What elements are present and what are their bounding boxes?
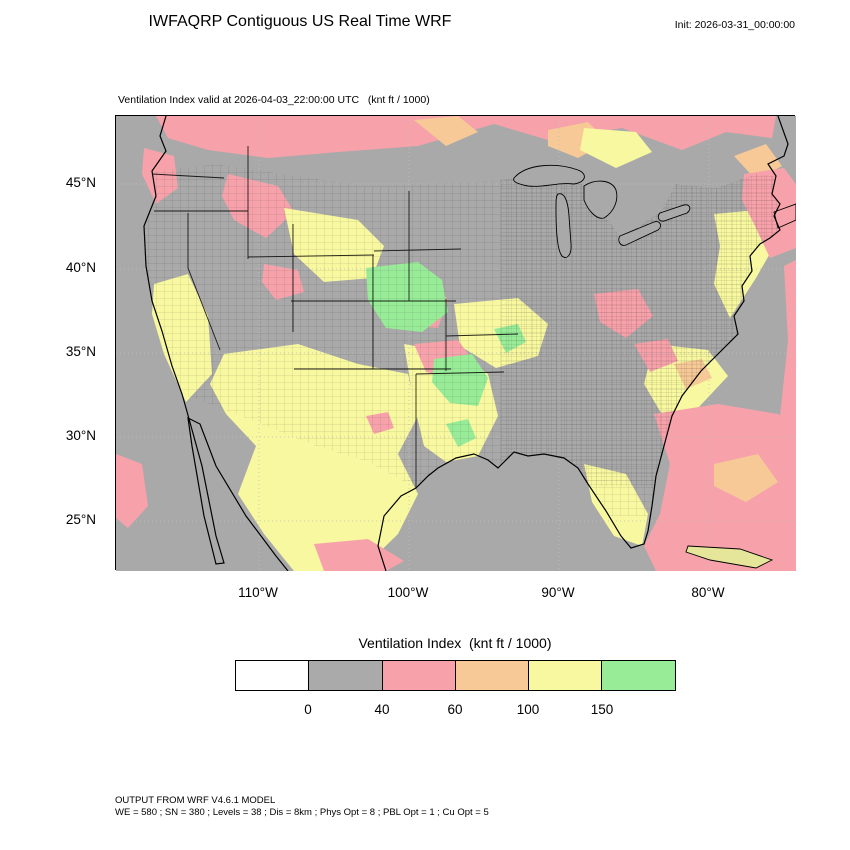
y-tick-label: 25°N: [65, 512, 96, 527]
colorbar-segment: [601, 660, 676, 691]
colorbar-segment: [528, 660, 603, 691]
x-tick-label: 110°W: [238, 585, 278, 600]
page-title: IWFAQRP Contiguous US Real Time WRF: [148, 13, 452, 30]
map-figure: [115, 115, 796, 571]
colorbar-tick-label: 150: [590, 702, 614, 717]
init-timestamp: Init: 2026-03-31_00:00:00: [674, 19, 795, 31]
colorbar-tick-label: 40: [374, 702, 390, 717]
footer-model-line: OUTPUT FROM WRF V4.6.1 MODEL: [115, 795, 276, 806]
coastline: [143, 116, 789, 571]
colorbar-tick-label: 0: [304, 702, 312, 717]
map-subtitle: Ventilation Index valid at 2026-04-03_22…: [118, 94, 430, 106]
cuba: [685, 545, 774, 569]
great-lakes: [513, 164, 691, 258]
us-ventilation-map: [116, 116, 796, 571]
y-tick-label: 35°N: [65, 344, 96, 359]
colorbar-tick-label: 60: [447, 702, 463, 717]
colorbar-segment: [235, 660, 310, 691]
state-boundaries: [151, 146, 519, 488]
y-tick-label: 45°N: [65, 175, 96, 190]
colorbar-segment: [381, 660, 457, 691]
legend-title: Ventilation Index (knt ft / 1000): [358, 635, 552, 651]
footer: OUTPUT FROM WRF V4.6.1 MODEL WE = 580 ; …: [115, 795, 489, 820]
x-tick-label: 90°W: [541, 585, 575, 600]
y-tick-label: 40°N: [65, 260, 96, 275]
colorbar-segment: [308, 660, 383, 691]
footer-config-line: WE = 580 ; SN = 380 ; Levels = 38 ; Dis …: [115, 807, 489, 819]
y-tick-label: 30°N: [65, 428, 96, 443]
colorbar: [235, 660, 676, 691]
colorbar-segment: [454, 660, 530, 691]
x-tick-label: 80°W: [691, 585, 725, 600]
colorbar-tick-label: 100: [516, 702, 540, 717]
x-tick-label: 100°W: [387, 585, 429, 600]
